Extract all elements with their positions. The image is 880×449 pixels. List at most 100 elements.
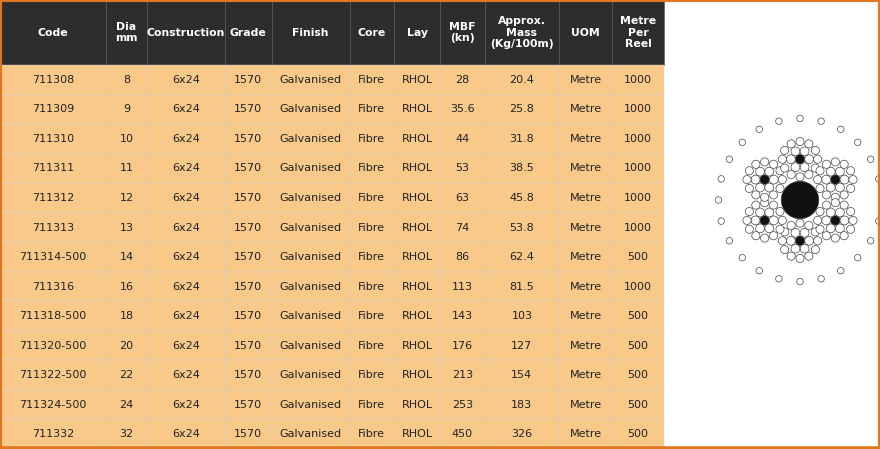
Bar	[349, 419, 393, 449]
Circle shape	[745, 207, 753, 216]
Text: RHOL: RHOL	[401, 341, 433, 351]
Text: 20.4: 20.4	[510, 75, 534, 85]
Text: 25.8: 25.8	[510, 105, 534, 114]
Bar	[0, 242, 106, 272]
Text: Fibre: Fibre	[358, 311, 385, 321]
Circle shape	[805, 171, 813, 179]
Circle shape	[756, 208, 765, 217]
Circle shape	[832, 158, 840, 166]
Bar	[147, 301, 225, 331]
Circle shape	[781, 246, 788, 254]
Bar	[0, 183, 106, 213]
Text: Fibre: Fibre	[358, 252, 385, 262]
Text: 6x24: 6x24	[172, 223, 200, 233]
Bar	[559, 419, 612, 449]
Bar	[0, 154, 106, 183]
Circle shape	[835, 183, 844, 192]
Bar	[485, 0, 559, 65]
Circle shape	[718, 176, 724, 182]
Text: Fibre: Fibre	[358, 75, 385, 85]
Text: 9: 9	[123, 105, 130, 114]
Text: Fibre: Fibre	[358, 223, 385, 233]
Bar	[0, 301, 106, 331]
Bar	[612, 213, 664, 242]
Circle shape	[769, 216, 778, 225]
Circle shape	[781, 146, 788, 154]
Bar	[559, 361, 612, 390]
Circle shape	[776, 185, 784, 193]
Bar	[225, 419, 272, 449]
Text: 711314-500: 711314-500	[19, 252, 86, 262]
Text: MBF
(kn): MBF (kn)	[449, 22, 476, 44]
Text: 6x24: 6x24	[172, 429, 200, 439]
Text: 1000: 1000	[624, 282, 652, 291]
Circle shape	[775, 118, 782, 124]
Circle shape	[726, 238, 732, 244]
Circle shape	[787, 140, 796, 148]
Bar	[485, 390, 559, 419]
Circle shape	[876, 218, 880, 224]
Circle shape	[760, 193, 769, 201]
Text: 13: 13	[120, 223, 134, 233]
Bar	[440, 242, 485, 272]
Bar	[485, 331, 559, 361]
Text: 1000: 1000	[624, 193, 652, 203]
Circle shape	[715, 197, 722, 203]
Circle shape	[800, 229, 809, 237]
Bar	[147, 213, 225, 242]
Circle shape	[756, 268, 762, 274]
Bar	[349, 242, 393, 272]
Bar	[0, 419, 106, 449]
Text: 1570: 1570	[234, 341, 262, 351]
Circle shape	[823, 191, 831, 199]
Bar	[349, 331, 393, 361]
Bar	[612, 301, 664, 331]
Circle shape	[765, 208, 774, 217]
Text: 213: 213	[452, 370, 473, 380]
Text: 127: 127	[511, 341, 532, 351]
Text: 500: 500	[627, 252, 649, 262]
Circle shape	[816, 185, 824, 193]
Text: 711318-500: 711318-500	[19, 311, 86, 321]
Text: 253: 253	[452, 400, 473, 409]
Text: Metre: Metre	[569, 163, 602, 173]
Bar	[106, 183, 147, 213]
Bar	[272, 124, 349, 154]
Text: 1570: 1570	[234, 134, 262, 144]
Bar	[393, 124, 440, 154]
Text: 1000: 1000	[624, 223, 652, 233]
Bar	[612, 124, 664, 154]
Text: 16: 16	[120, 282, 134, 291]
Bar	[272, 361, 349, 390]
Text: Fibre: Fibre	[358, 370, 385, 380]
Text: 6x24: 6x24	[172, 75, 200, 85]
Text: 6x24: 6x24	[172, 311, 200, 321]
Bar	[106, 331, 147, 361]
Circle shape	[781, 181, 818, 219]
Bar	[225, 124, 272, 154]
Circle shape	[787, 171, 796, 179]
Bar	[440, 124, 485, 154]
Circle shape	[765, 167, 774, 176]
Bar	[272, 213, 349, 242]
Circle shape	[781, 228, 788, 236]
Bar	[106, 301, 147, 331]
Bar	[612, 272, 664, 301]
Circle shape	[823, 160, 831, 168]
Text: UOM: UOM	[571, 27, 600, 38]
Text: Galvanised: Galvanised	[280, 252, 341, 262]
Circle shape	[822, 175, 831, 184]
Bar	[393, 242, 440, 272]
Bar	[147, 390, 225, 419]
Text: Metre: Metre	[569, 400, 602, 409]
Bar	[559, 65, 612, 95]
Bar	[147, 331, 225, 361]
Bar	[147, 242, 225, 272]
Circle shape	[838, 268, 844, 274]
Circle shape	[814, 155, 822, 163]
Text: 6x24: 6x24	[172, 252, 200, 262]
Circle shape	[818, 118, 825, 124]
Text: Core: Core	[357, 27, 385, 38]
Text: Approx.
Mass
(Kg/100m): Approx. Mass (Kg/100m)	[490, 16, 554, 49]
Circle shape	[800, 163, 809, 172]
